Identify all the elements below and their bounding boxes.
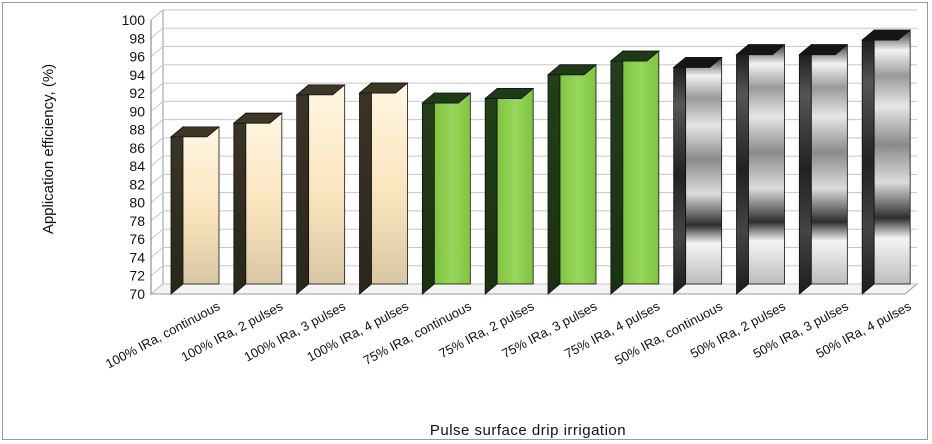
- x-tick-label: 75% IRa, continuous: [361, 298, 474, 368]
- y-tick-label: 86: [129, 140, 145, 156]
- bar-side: [170, 126, 184, 295]
- bar-side: [484, 87, 498, 295]
- bar: [798, 43, 849, 295]
- gridline: [150, 246, 917, 258]
- bar-front: [308, 84, 346, 285]
- bar-side: [233, 112, 247, 295]
- bar-side: [359, 82, 372, 295]
- bar-top: [169, 126, 221, 138]
- bar: [169, 126, 221, 295]
- bar-top: [798, 44, 849, 56]
- x-axis-title: Pulse surface drip irrigation: [430, 422, 626, 439]
- y-tick-label: 88: [129, 122, 145, 138]
- y-tick-label: 80: [129, 195, 145, 211]
- gridline: [150, 119, 917, 130]
- bar-front: [245, 112, 283, 285]
- gridline: [150, 173, 917, 185]
- bar-front: [685, 57, 723, 285]
- bar: [421, 92, 472, 295]
- bar-front: [371, 82, 408, 285]
- bar-front: [622, 50, 660, 285]
- bar-front: [873, 29, 911, 285]
- bar-side: [798, 43, 812, 295]
- bar: [232, 112, 283, 295]
- gridline: [150, 137, 917, 149]
- gridline: [150, 228, 917, 240]
- y-tick-label: 78: [129, 213, 145, 229]
- gridline: [150, 100, 917, 112]
- bars: [169, 29, 912, 295]
- y-tick-label: 90: [129, 103, 145, 119]
- gridline: [150, 27, 917, 39]
- bar: [358, 82, 409, 295]
- bar-front: [748, 44, 785, 285]
- bar-top: [609, 50, 660, 62]
- y-tick-label: 82: [129, 176, 145, 192]
- bar-top: [672, 57, 723, 68]
- bar-front: [182, 126, 220, 285]
- bar-chart: 70 72 74 76 78 80 82 84 86 88 90 92 94 96 98 100 100% I…: [40, 8, 919, 439]
- bar: [609, 50, 660, 295]
- y-tick-label: 72: [129, 268, 145, 284]
- y-tick-label: 84: [129, 158, 145, 174]
- bar-top: [358, 82, 409, 94]
- y-axis-title: Application efficiency, (%): [40, 64, 57, 234]
- gridline: [150, 265, 917, 277]
- bar-top: [421, 92, 472, 104]
- x-tick-label: 100% IRa, 2 pulses: [179, 298, 286, 364]
- x-tick-label: 100% IRa, continuous: [103, 298, 223, 371]
- bar: [861, 29, 912, 295]
- gridline: [150, 64, 917, 76]
- bar-side: [861, 29, 875, 295]
- y-tick-label: 76: [129, 231, 145, 247]
- y-tick-label: 96: [129, 49, 145, 65]
- gridlines: [149, 8, 919, 296]
- bar-side: [610, 50, 624, 295]
- bar: [546, 63, 598, 295]
- bar-front: [496, 88, 534, 285]
- y-tick-label: 92: [129, 85, 145, 101]
- bar: [672, 56, 723, 295]
- bar-front: [810, 44, 848, 285]
- gridline: [150, 283, 917, 295]
- gridline: [150, 9, 917, 21]
- bar-top: [861, 29, 912, 41]
- y-axis: 70 72 74 76 78 80 82 84 86 88 90 92 94 96 98 100: [122, 12, 152, 302]
- bar-side: [547, 63, 561, 295]
- x-tick-label: 100% IRa, 4 pulses: [304, 298, 411, 364]
- y-tick-label: 94: [129, 67, 145, 83]
- bar-top: [232, 112, 283, 124]
- y-tick-label: 74: [129, 249, 145, 265]
- bar-side: [673, 56, 687, 295]
- bar-top: [546, 64, 598, 76]
- bar-front: [433, 92, 471, 285]
- y-tick-label: 70: [129, 286, 145, 302]
- gridline: [150, 155, 917, 167]
- gridline: [150, 82, 917, 94]
- bar: [735, 43, 786, 295]
- bar-side: [296, 84, 310, 295]
- gridline: [150, 192, 917, 204]
- y-tick-label: 100: [122, 12, 146, 28]
- y-tick-label: 98: [129, 30, 145, 46]
- x-tick-label: 50% IRa, continuous: [612, 298, 725, 368]
- bar: [295, 84, 346, 295]
- bar-side: [736, 43, 749, 295]
- bar-front: [559, 64, 597, 285]
- bar: [484, 87, 535, 295]
- gridline: [150, 46, 917, 57]
- x-tick-label: 100% IRa, 3 pulses: [241, 298, 348, 364]
- gridline: [150, 210, 917, 222]
- bar-top: [735, 44, 786, 56]
- bar-top: [295, 84, 346, 96]
- bar-side: [421, 92, 435, 295]
- bar-top: [484, 88, 535, 99]
